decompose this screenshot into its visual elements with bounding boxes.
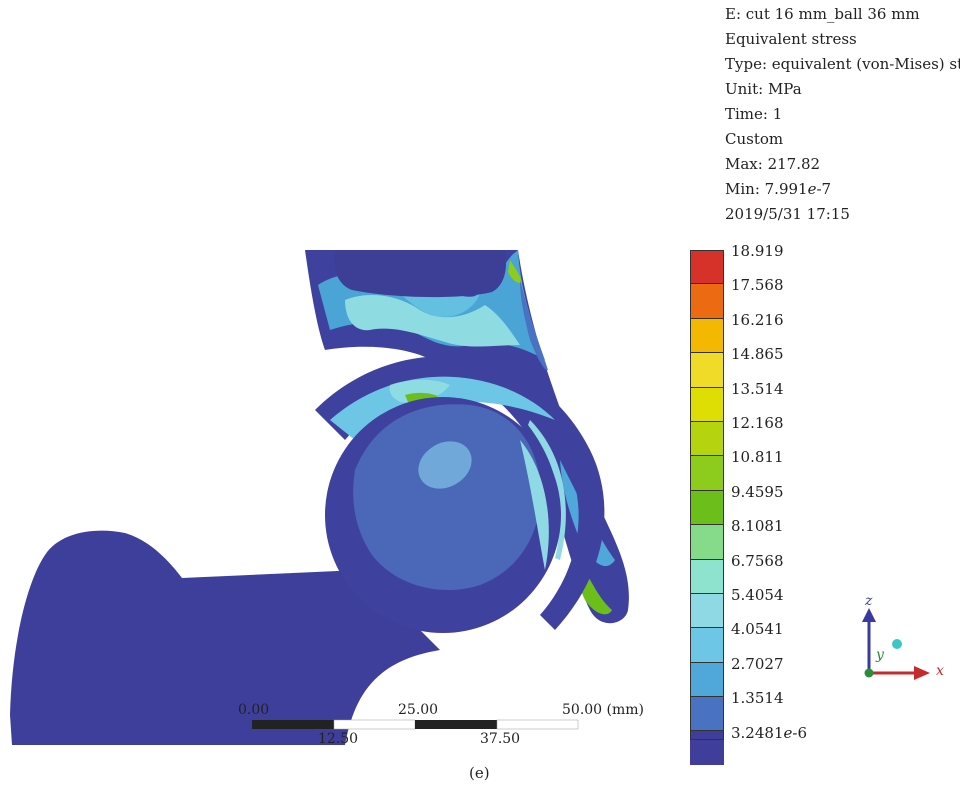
axis-x-label: x — [936, 663, 944, 679]
legend-tick: 13.514 — [731, 379, 784, 398]
legend-swatch — [690, 593, 724, 629]
legend-tick-min: 3.2481e-6 — [731, 723, 808, 742]
legend-tick: 6.7568 — [731, 551, 784, 570]
legend-swatch — [690, 421, 724, 457]
legend-tick: 14.865 — [731, 345, 784, 364]
legend-tick: 5.4054 — [731, 586, 784, 604]
legend-tick: 4.0541 — [731, 620, 784, 639]
scale-bar — [252, 719, 579, 730]
result-min: Min: 7.991e-7 — [725, 180, 832, 198]
result-time: Time: 1 — [725, 105, 783, 123]
legend-swatch — [690, 662, 724, 698]
result-unit: Unit: MPa — [725, 80, 802, 98]
legend-tick: 10.811 — [731, 448, 784, 467]
figure-caption: (e) — [469, 764, 490, 782]
scale-label-25: 25.00 — [398, 702, 439, 718]
legend-swatch — [690, 387, 724, 422]
legend-swatch — [690, 559, 724, 594]
legend-swatch — [690, 490, 724, 526]
legend-mode: Custom — [725, 130, 784, 148]
scale-label-0: 0.00 — [238, 702, 270, 718]
legend-tick: 1.3514 — [731, 689, 784, 708]
result-name: Equivalent stress — [725, 30, 857, 48]
legend-tick: 12.168 — [731, 414, 784, 432]
axis-z-label: z — [865, 593, 873, 609]
legend-swatch — [690, 284, 724, 319]
legend-tick: 2.7027 — [731, 654, 784, 673]
legend-tick: 16.216 — [731, 310, 784, 329]
legend-swatch — [690, 318, 724, 354]
model-title: E: cut 16 mm_ball 36 mm — [725, 5, 920, 23]
result-max: Max: 217.82 — [725, 155, 821, 173]
legend-tick: 18.919 — [731, 242, 784, 260]
legend-swatch — [690, 456, 724, 491]
coordinate-triad — [862, 608, 930, 680]
scale-label-37-5: 37.50 — [480, 731, 521, 747]
scale-label-50: 50.00 (mm) — [562, 702, 645, 718]
legend-swatch — [690, 353, 724, 388]
legend-swatch — [690, 697, 724, 732]
scale-label-12-5: 12.50 — [318, 731, 359, 747]
legend-swatch — [690, 525, 724, 560]
result-type: Type: equivalent (von-Mises) stress — [725, 55, 960, 73]
legend-tick: 8.1081 — [731, 517, 784, 536]
legend-swatch — [690, 628, 724, 663]
cutout-block — [334, 250, 507, 298]
result-date: 2019/5/31 17:15 — [725, 205, 850, 223]
legend-swatch — [690, 250, 724, 285]
legend-swatch — [690, 731, 724, 766]
result-info: E: cut 16 mm_ball 36 mm Equivalent stres… — [725, 2, 960, 227]
femoral-head — [325, 397, 561, 633]
axis-y-label: y — [876, 647, 884, 663]
legend-tick: 9.4595 — [731, 482, 784, 501]
color-legend — [690, 250, 724, 766]
femur-shaft — [10, 530, 440, 745]
legend-tick: 17.568 — [731, 276, 784, 295]
